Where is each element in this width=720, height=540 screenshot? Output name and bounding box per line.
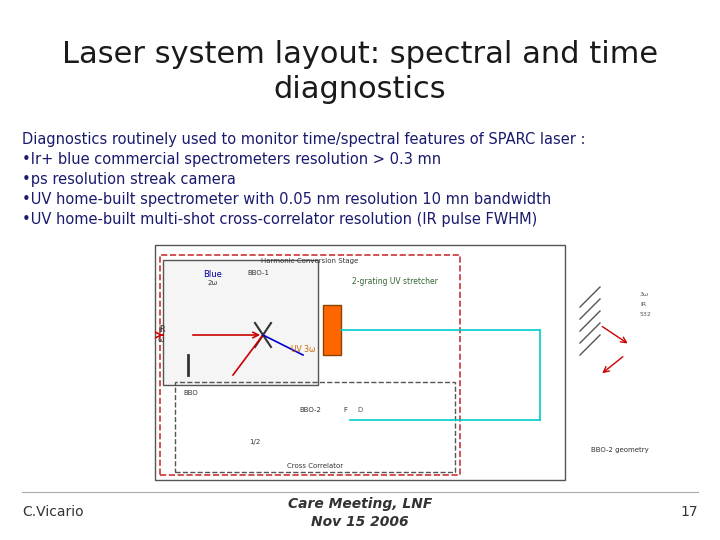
Text: 17: 17 <box>680 505 698 519</box>
Text: UV 3ω: UV 3ω <box>291 346 315 354</box>
Bar <box>323 305 341 355</box>
Text: BBO-1: BBO-1 <box>247 270 269 276</box>
Text: Diagnostics routinely used to monitor time/spectral features of SPARC laser :: Diagnostics routinely used to monitor ti… <box>22 132 585 147</box>
Text: Laser system layout: spectral and time
diagnostics: Laser system layout: spectral and time d… <box>62 40 658 104</box>
Text: D: D <box>357 407 363 413</box>
Text: F: F <box>343 407 347 413</box>
Bar <box>175 382 455 472</box>
Text: 2-grating UV stretcher: 2-grating UV stretcher <box>352 278 438 287</box>
Text: IR: IR <box>640 302 646 307</box>
Text: 532: 532 <box>640 313 652 318</box>
Text: •ps resolution streak camera: •ps resolution streak camera <box>22 172 236 187</box>
Bar <box>163 260 318 385</box>
Text: IR: IR <box>158 326 166 334</box>
Text: Harmonic Conversion Stage: Harmonic Conversion Stage <box>261 258 359 264</box>
Text: Blue: Blue <box>204 270 222 279</box>
Text: BBO-2 geometry: BBO-2 geometry <box>591 447 649 453</box>
Text: 2ω: 2ω <box>208 280 218 286</box>
Bar <box>155 245 565 480</box>
Text: 3ω: 3ω <box>640 293 649 298</box>
Text: •UV home-built multi-shot cross-correlator resolution (IR pulse FWHM): •UV home-built multi-shot cross-correlat… <box>22 212 537 227</box>
Text: •UV home-built spectrometer with 0.05 nm resolution 10 mn bandwidth: •UV home-built spectrometer with 0.05 nm… <box>22 192 552 207</box>
Text: Care Meeting, LNF: Care Meeting, LNF <box>288 497 432 511</box>
Text: Cross Correlator: Cross Correlator <box>287 463 343 469</box>
Text: BBO-2: BBO-2 <box>299 407 321 413</box>
Text: ω: ω <box>158 335 164 345</box>
Bar <box>160 255 460 475</box>
Text: BBO: BBO <box>184 390 199 396</box>
Text: C.Vicario: C.Vicario <box>22 505 84 519</box>
Text: Nov 15 2006: Nov 15 2006 <box>311 515 409 529</box>
Text: 1/2: 1/2 <box>249 439 261 445</box>
Text: •Ir+ blue commercial spectrometers resolution > 0.3 mn: •Ir+ blue commercial spectrometers resol… <box>22 152 441 167</box>
